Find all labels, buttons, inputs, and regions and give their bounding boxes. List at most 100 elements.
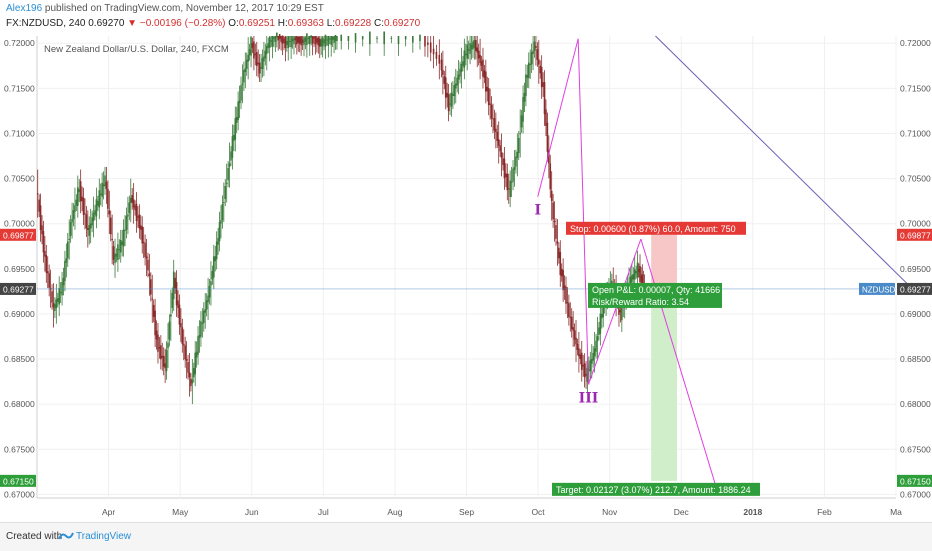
candle-body: [515, 156, 517, 167]
candle-body: [576, 344, 579, 351]
y-tick-label-left: 0.67500: [4, 444, 35, 454]
symbol-ohlc-line: FX:NZDUSD, 240 0.69270 ▼ −0.00196 (−0.28…: [6, 18, 420, 29]
candle-body: [569, 316, 572, 318]
candle-body: [537, 59, 540, 65]
candle-body: [311, 36, 314, 44]
candle-body: [221, 203, 224, 221]
candle-body: [225, 182, 228, 184]
candle-body: [505, 173, 507, 177]
candle-body: [104, 175, 106, 187]
candle-body: [92, 212, 95, 221]
candle-body: [308, 36, 311, 45]
candle-body: [566, 302, 569, 304]
candle-body: [443, 76, 446, 84]
candle-body: [267, 43, 270, 48]
candle-body: [286, 40, 288, 45]
y-tick-label-right: 0.68500: [900, 354, 931, 364]
candle-body: [545, 109, 547, 126]
candle-body: [543, 82, 546, 115]
y-tick-label-right: 0.71000: [900, 128, 931, 138]
candle-body: [247, 54, 249, 62]
candle-body: [99, 193, 102, 196]
instrument-title: New Zealand Dollar/U.S. Dollar, 240, FXC…: [44, 44, 229, 55]
candle-body: [438, 54, 441, 64]
candle-body: [228, 163, 231, 167]
candle-body: [281, 35, 284, 44]
candle-body: [160, 345, 162, 360]
candle-body: [91, 217, 93, 226]
publish-info: Alex196 published on TradingView.com, No…: [6, 3, 324, 14]
y-tick-label-right: 0.69000: [900, 309, 931, 319]
candle-body: [542, 82, 544, 87]
candle-body: [264, 50, 267, 59]
candle-body: [562, 270, 564, 291]
tradingview-logo-icon: [58, 532, 74, 540]
candle-body: [230, 151, 232, 161]
candle-body: [251, 43, 254, 48]
candle-body: [298, 36, 301, 44]
candle-body: [38, 199, 40, 212]
candle-body: [376, 37, 378, 39]
candle-body: [424, 36, 426, 47]
candle-body: [271, 36, 274, 47]
candle-body: [283, 38, 285, 44]
candle-body: [125, 216, 128, 230]
candle-body: [600, 313, 603, 319]
candle-body: [155, 330, 158, 340]
candle-body: [435, 51, 438, 59]
stop-label-bg: [566, 221, 746, 235]
candle-body: [588, 369, 590, 372]
candle-body: [483, 70, 486, 78]
candle-body: [404, 36, 407, 40]
candle-body: [211, 271, 214, 280]
candle-body: [318, 38, 321, 47]
y-tick-label-left: 0.70000: [4, 219, 35, 229]
y-tick-label-right: 0.69500: [900, 264, 931, 274]
price-chart[interactable]: 0.72000 0.72000 0.71500 0.71500 0.71000 0.710…: [0, 0, 932, 522]
candle-body: [201, 322, 204, 324]
candle-body: [472, 41, 474, 50]
created-with-text: Created with: [6, 531, 63, 542]
candle-body: [552, 202, 554, 220]
candle-body: [95, 199, 98, 217]
pnl-label-bg: [588, 282, 722, 296]
candle-body: [334, 34, 337, 42]
low-value: 0.69228: [335, 18, 372, 29]
candle-body: [296, 36, 298, 45]
candle-body: [124, 229, 126, 232]
candle-body: [51, 291, 53, 303]
candle-body: [599, 313, 602, 334]
candle-body: [128, 202, 131, 214]
stop-price-tag-left: 0.69877: [3, 230, 34, 240]
stop-zone: [651, 234, 677, 289]
candle-body: [250, 36, 252, 56]
candle-body: [184, 345, 186, 360]
author-link[interactable]: Alex196: [6, 3, 43, 14]
candle-body: [460, 63, 463, 73]
candle-body: [509, 180, 511, 197]
candle-body: [487, 88, 490, 106]
candle-body: [462, 61, 464, 66]
candle-body: [512, 168, 514, 182]
published-text: published on TradingView.com, November 1…: [42, 3, 324, 14]
candle-body: [595, 340, 597, 352]
candle-body: [131, 195, 134, 203]
candle-body: [241, 83, 244, 85]
y-tick-label-right: 0.72000: [900, 38, 931, 48]
candle-body: [479, 54, 481, 64]
candle-body: [220, 220, 222, 224]
candle-body: [180, 323, 182, 328]
candle-body: [503, 158, 506, 179]
candle-body: [354, 33, 357, 43]
candle-body: [555, 225, 557, 239]
y-tick-label-left: 0.68500: [4, 354, 35, 364]
tradingview-brand[interactable]: TradingView: [76, 531, 132, 542]
candle-body: [638, 268, 640, 273]
candle-body: [190, 378, 192, 387]
trendline: [655, 35, 914, 290]
candle-body: [227, 167, 229, 181]
candle-body: [629, 276, 632, 286]
candle-body: [172, 271, 175, 300]
candle-body: [277, 36, 280, 41]
candle-body: [36, 193, 39, 195]
